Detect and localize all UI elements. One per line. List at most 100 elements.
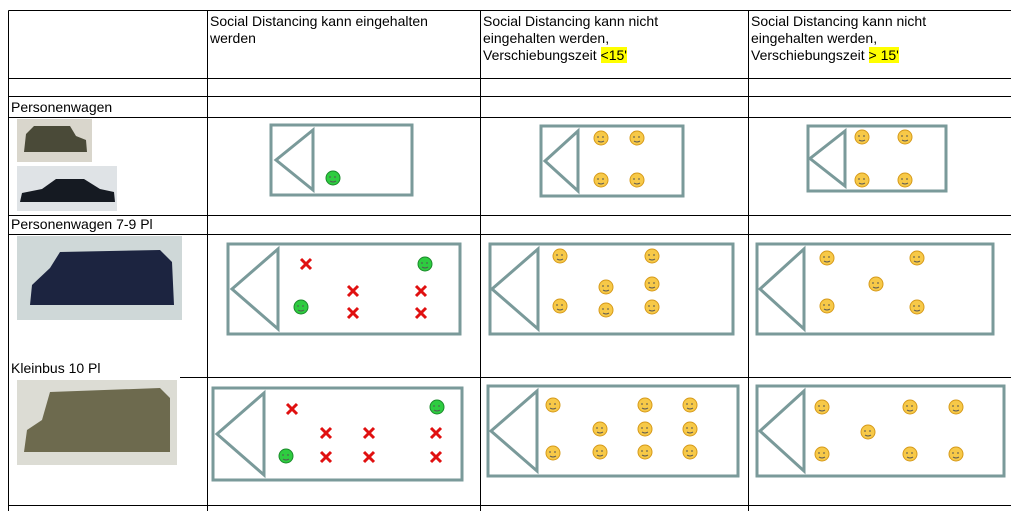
person — [854, 172, 870, 188]
face-features — [686, 427, 694, 434]
header-text: Social Distancing kann nicht eingehalten… — [751, 13, 927, 63]
face-features — [952, 452, 960, 459]
blocked-seat — [362, 450, 376, 464]
blocked-seat — [362, 426, 376, 440]
face — [593, 130, 609, 146]
person — [868, 276, 884, 292]
person — [293, 299, 309, 315]
person — [909, 250, 925, 266]
face — [629, 130, 645, 146]
face — [592, 444, 608, 460]
face-features — [906, 405, 914, 412]
face — [637, 421, 653, 437]
header-cell: Social Distancing kann eingehalten werde… — [210, 13, 475, 47]
person — [545, 445, 561, 461]
face — [897, 129, 913, 145]
face-features — [952, 405, 960, 412]
blocked-seat — [414, 306, 428, 320]
person — [814, 399, 830, 415]
face — [854, 129, 870, 145]
vehicle-outline — [539, 124, 685, 198]
person — [854, 129, 870, 145]
face-features — [549, 451, 557, 458]
blocked-seat — [414, 284, 428, 298]
suv — [24, 126, 87, 152]
face — [637, 444, 653, 460]
face — [429, 399, 445, 415]
person — [814, 446, 830, 462]
driver-triangle — [488, 387, 539, 475]
vehicle-outline — [755, 242, 995, 336]
face-features — [858, 135, 866, 142]
face-features — [556, 304, 564, 311]
face — [644, 248, 660, 264]
face-features — [433, 405, 441, 412]
blocked-seat — [299, 257, 313, 271]
face-features — [686, 450, 694, 457]
grid-lines — [8, 10, 1011, 511]
person — [629, 130, 645, 146]
person — [592, 421, 608, 437]
person — [902, 446, 918, 462]
person — [637, 397, 653, 413]
person — [909, 299, 925, 315]
face — [278, 448, 294, 464]
person — [902, 399, 918, 415]
person — [278, 448, 294, 464]
face — [682, 444, 698, 460]
face-features — [648, 282, 656, 289]
person — [819, 250, 835, 266]
face — [814, 399, 830, 415]
person — [819, 298, 835, 314]
person — [593, 130, 609, 146]
driver-triangle — [229, 245, 280, 333]
face-features — [818, 405, 826, 412]
face — [592, 421, 608, 437]
person — [417, 256, 433, 272]
person — [644, 276, 660, 292]
face-features — [864, 430, 872, 437]
face-features — [823, 256, 831, 263]
person — [429, 399, 445, 415]
person — [897, 172, 913, 188]
header-cell: Social Distancing kann nicht eingehalten… — [751, 13, 991, 64]
person — [545, 397, 561, 413]
driver-triangle — [489, 245, 540, 333]
face — [644, 299, 660, 315]
person — [644, 248, 660, 264]
blocked-seat — [346, 306, 360, 320]
person — [552, 298, 568, 314]
face — [909, 299, 925, 315]
face — [325, 170, 341, 186]
minibus — [24, 388, 170, 452]
driver-triangle — [273, 126, 315, 194]
person — [644, 299, 660, 315]
face — [868, 276, 884, 292]
face — [417, 256, 433, 272]
face-features — [596, 450, 604, 457]
face-features — [597, 178, 605, 185]
face-features — [641, 450, 649, 457]
blocked-seat — [319, 450, 333, 464]
van — [30, 250, 174, 305]
face — [819, 250, 835, 266]
person — [598, 302, 614, 318]
face-features — [633, 136, 641, 143]
vehicle-outline — [226, 242, 462, 336]
sedan — [20, 179, 115, 202]
person — [860, 424, 876, 440]
person — [629, 172, 645, 188]
blocked-seat — [319, 426, 333, 440]
face — [860, 424, 876, 440]
person — [552, 248, 568, 264]
header-cell: Social Distancing kann nicht eingehalten… — [483, 13, 723, 64]
person — [593, 172, 609, 188]
face-features — [597, 136, 605, 143]
header-text: Social Distancing kann nicht eingehalten… — [483, 13, 659, 63]
row-label: Personenwagen 7-9 Pl — [11, 216, 153, 232]
face — [598, 279, 614, 295]
face-features — [602, 308, 610, 315]
blocked-seat — [429, 426, 443, 440]
